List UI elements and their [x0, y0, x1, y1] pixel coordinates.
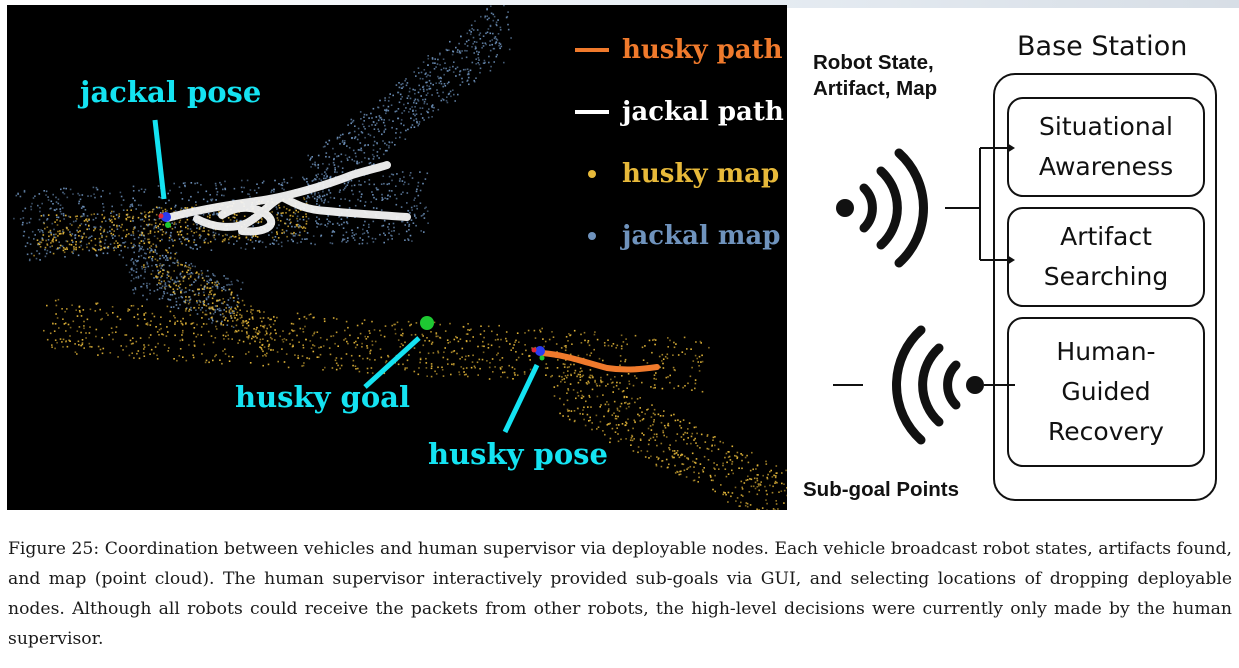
jackal-map-points: [13, 5, 512, 328]
jackal-pose-axis-green: [165, 222, 171, 228]
husky-pose-label: husky pose: [428, 437, 608, 471]
jackal-map-swatch: [588, 232, 596, 240]
subgoal-points-label: Sub-goal Points: [803, 478, 960, 501]
situational-awareness-module: Situational Awareness: [1007, 97, 1205, 197]
jackal-path: [163, 161, 411, 236]
husky-pose-axis-green: [539, 355, 545, 361]
jackal-pose-marker: [161, 212, 171, 222]
figure-caption: Figure 25: Coordination between vehicles…: [8, 539, 1232, 649]
point-cloud-canvas: [13, 5, 787, 510]
arrow-head-icon: [1007, 255, 1015, 265]
jackal-path-swatch: [575, 110, 609, 114]
arrow-head-icon: [1007, 143, 1015, 153]
diagram-connectors: [833, 143, 1015, 445]
legend-item-husky-path: husky path: [562, 19, 784, 81]
husky-path-swatch: [575, 48, 609, 52]
robot-state-label: Robot State, Artifact, Map: [813, 51, 938, 100]
base-station-title: Base Station: [1017, 31, 1188, 62]
jackal-pose-pointer: [152, 119, 167, 200]
page-top-shade: [0, 0, 1239, 8]
point-cloud-map: jackal pose husky goal husky pose husky …: [7, 5, 787, 510]
jackal-pose-axis-red: [158, 213, 164, 219]
husky-pose-axis-red: [531, 347, 537, 353]
husky-goal-marker: [420, 316, 434, 330]
outgoing-signal-icon: [833, 325, 984, 445]
legend-item-jackal-map: jackal map: [562, 205, 784, 267]
legend-item-husky-map: husky map: [562, 143, 784, 205]
husky-map-swatch: [588, 170, 596, 178]
jackal-pose-label: jackal pose: [80, 75, 262, 109]
base-station-box: Situational Awareness Artifact Searching…: [993, 73, 1217, 501]
legend-label: jackal path: [622, 97, 784, 127]
husky-pose-pointer: [502, 363, 540, 434]
legend-item-jackal-path: jackal path: [562, 81, 784, 143]
base-station-diagram: Base Station Robot State, Artifact, Map …: [795, 25, 1235, 510]
map-legend: husky path jackal path husky map jackal …: [562, 19, 784, 267]
husky-path: [539, 350, 660, 373]
incoming-signal-icon: [836, 148, 928, 268]
legend-label: husky path: [622, 35, 783, 65]
legend-label: jackal map: [622, 221, 781, 251]
husky-pose-marker: [535, 346, 545, 356]
human-guided-recovery-module: Human- Guided Recovery: [1007, 317, 1205, 467]
husky-goal-label: husky goal: [235, 380, 410, 414]
legend-label: husky map: [622, 159, 780, 189]
husky-goal-pointer: [363, 336, 421, 389]
